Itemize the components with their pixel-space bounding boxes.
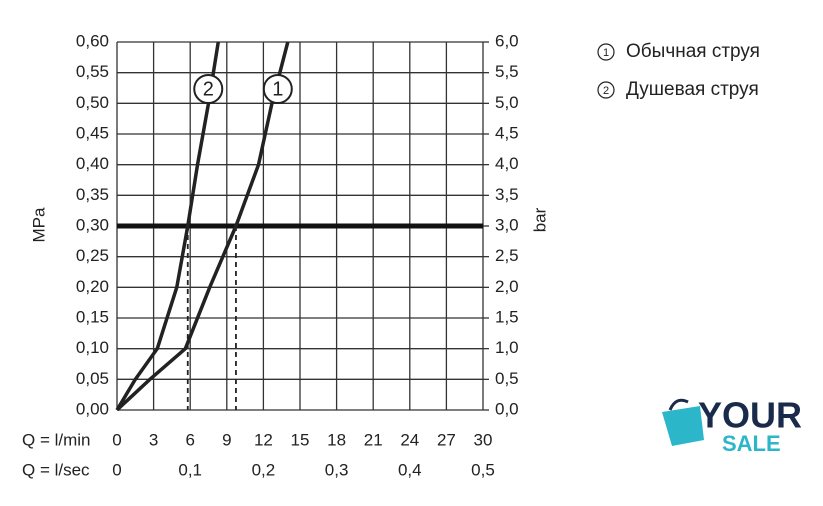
y2-tick-label: 0,0 [495,399,519,418]
x-tick-label: 24 [400,430,419,449]
y-tick-label: 0,50 [76,93,109,112]
y-tick-label: 0,55 [76,62,109,81]
x2-axis-label: Q = l/sec [22,460,90,479]
x2-tick-label: 0,5 [471,460,495,479]
x2-tick-label: 0 [112,460,121,479]
curve-label: 2 [203,78,214,100]
y2-tick-label: 3,0 [495,215,519,234]
y2-tick-label: 5,0 [495,93,519,112]
x-tick-label: 6 [185,430,194,449]
x-tick-label: 0 [112,430,121,449]
x2-tick-label: 0,3 [325,460,349,479]
logo-handle [668,398,689,411]
x2-tick-label: 0,1 [178,460,202,479]
x-tick-label: 15 [291,430,310,449]
x2-tick-label: 0,2 [252,460,276,479]
watermark: YOUR SALE [662,395,802,456]
y-tick-label: 0,10 [76,338,109,357]
curve-label: 1 [272,78,283,100]
legend-number: 2 [603,85,609,97]
y-tick-label: 0,15 [76,307,109,326]
x-axis-label: Q = l/min [22,430,91,449]
logo-text: YOUR [698,395,802,436]
y2-tick-label: 6,0 [495,31,519,50]
y2-tick-label: 2,5 [495,246,519,265]
y-tick-label: 0,40 [76,154,109,173]
y-tick-label: 0,35 [76,185,109,204]
x-tick-label: 3 [149,430,158,449]
x-tick-label: 21 [364,430,383,449]
y2-tick-label: 3,5 [495,185,519,204]
y2-tick-label: 0,5 [495,369,519,388]
y-axis-label: MPa [29,207,48,243]
y-tick-label: 0,20 [76,277,109,296]
legend-label: Обычная струя [626,41,760,62]
curve [115,41,290,412]
x-tick-label: 9 [222,430,231,449]
y2-axis-label: bar [530,207,549,232]
logo-subtext: SALE [722,431,781,456]
legend-label: Душевая струя [626,79,759,100]
x-tick-label: 30 [474,430,493,449]
x-tick-label: 12 [254,430,273,449]
y2-tick-label: 4,5 [495,123,519,142]
y-tick-label: 0,05 [76,369,109,388]
x2-tick-label: 0,4 [398,460,422,479]
legend-circle [597,81,615,99]
curve [115,41,220,411]
curve-label-circle [262,74,293,104]
legend-number: 1 [603,47,609,59]
y-tick-label: 0,45 [76,123,109,142]
y2-tick-label: 4,0 [495,154,519,173]
y-tick-label: 0,30 [76,215,109,234]
y-tick-label: 0,00 [76,399,109,418]
logo-icon [662,406,704,446]
y-tick-label: 0,60 [76,31,109,50]
x-tick-label: 27 [437,430,456,449]
y2-tick-label: 1,5 [495,307,519,326]
curve-label-circle [193,74,224,104]
y2-tick-label: 5,5 [495,62,519,81]
y-tick-label: 0,25 [76,246,109,265]
legend-circle [597,43,615,61]
y2-tick-label: 2,0 [495,277,519,296]
x-tick-label: 18 [327,430,346,449]
y2-tick-label: 1,0 [495,338,519,357]
